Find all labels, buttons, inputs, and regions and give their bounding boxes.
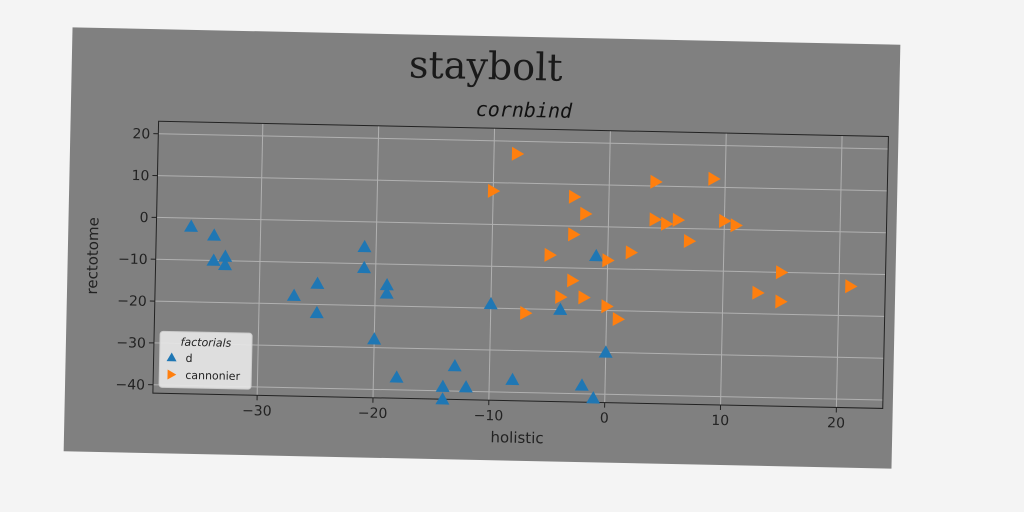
chart-title: cornbind (475, 97, 573, 123)
y-gridline (155, 258, 886, 276)
x-gridline (604, 130, 611, 403)
y-tick-label: −10 (118, 251, 148, 268)
data-point (672, 212, 686, 227)
chart: cornbind −30 −20 −10 0 10 20 −40 −30 −20 −10 0 10 20… (83, 97, 889, 447)
data-point (568, 227, 581, 242)
data-point (730, 218, 743, 233)
y-gridline (153, 384, 883, 401)
data-point (309, 305, 324, 319)
data-point (568, 189, 582, 204)
data-point (206, 253, 221, 266)
data-point (435, 379, 450, 393)
x-gridline (372, 125, 380, 398)
figure-card: staybolt cornbind −30 −20 −10 0 10 20 −40 −30 −2… (63, 27, 901, 469)
x-gridline (256, 123, 264, 396)
data-point (553, 302, 568, 315)
data-point (845, 279, 858, 294)
data-point (286, 288, 301, 302)
data-point (574, 378, 589, 391)
y-tick-label: 10 (131, 168, 149, 184)
data-point (379, 286, 394, 299)
data-point (625, 245, 639, 260)
data-point (578, 290, 591, 305)
data-point (586, 391, 601, 404)
y-gridline (157, 175, 888, 192)
x-gridline (488, 128, 496, 401)
data-point (447, 358, 462, 372)
y-gridline (153, 342, 884, 359)
data-point (775, 294, 788, 309)
data-point (218, 257, 233, 271)
y-tick-label: −30 (116, 335, 146, 352)
data-point (775, 265, 789, 280)
data-point (683, 234, 697, 249)
legend-title: factorials (180, 336, 231, 350)
y-axis-label: rectotome (83, 217, 103, 295)
data-point (379, 278, 394, 291)
x-tick-label: 20 (827, 415, 845, 431)
data-point (567, 273, 580, 288)
data-point (650, 174, 663, 189)
data-point (367, 332, 382, 345)
data-point (483, 296, 498, 310)
x-tick-label: 0 (600, 411, 609, 427)
y-tick-label: 0 (139, 210, 148, 226)
x-tick-label: 10 (711, 413, 729, 429)
legend-marker (167, 369, 177, 380)
data-point (601, 299, 614, 314)
legend: factorials d cannonier (158, 330, 253, 390)
y-gridline (154, 300, 885, 317)
x-gridline (835, 135, 843, 408)
x-axis-label: holistic (490, 428, 544, 447)
x-tick-label: −10 (474, 408, 504, 425)
data-point (555, 289, 568, 304)
legend-label: cannonier (185, 369, 241, 383)
data-point (660, 216, 674, 231)
data-point (598, 345, 613, 358)
y-tick-label: −20 (117, 293, 147, 310)
legend-box (158, 330, 253, 390)
x-tick-label: −20 (358, 405, 388, 422)
data-point (310, 276, 325, 289)
legend-label: d (185, 352, 192, 365)
data-point (511, 146, 525, 161)
data-point (752, 285, 765, 300)
data-point (612, 312, 626, 327)
series-cannonier (487, 146, 858, 327)
x-tick-label: −30 (242, 403, 272, 420)
data-point (389, 370, 404, 383)
data-point (487, 183, 501, 198)
data-point (649, 212, 662, 227)
series-d (184, 219, 613, 405)
data-points (184, 146, 858, 405)
data-point (207, 228, 222, 241)
data-point (589, 248, 604, 262)
plot-frame (152, 120, 889, 409)
data-point (580, 206, 593, 221)
grid (153, 123, 889, 408)
data-point (218, 249, 233, 262)
data-point (544, 247, 557, 262)
data-point (435, 392, 450, 405)
axis-ticks: −30 −20 −10 0 10 20 −40 −30 −20 −10 0 10 20 (115, 126, 845, 431)
y-gridline (158, 133, 889, 150)
legend-marker (166, 352, 177, 362)
data-point (719, 213, 732, 228)
y-tick-label: 20 (132, 126, 150, 142)
data-point (357, 260, 372, 274)
data-point (602, 253, 615, 268)
y-tick-label: −40 (115, 377, 145, 394)
data-point (708, 171, 721, 186)
data-point (458, 380, 473, 393)
data-point (357, 239, 372, 253)
data-point (184, 219, 199, 232)
data-point (520, 305, 533, 320)
x-gridline (720, 133, 727, 406)
data-point (505, 372, 520, 386)
legend-entries: d cannonier (166, 352, 241, 383)
y-gridline (156, 216, 887, 234)
